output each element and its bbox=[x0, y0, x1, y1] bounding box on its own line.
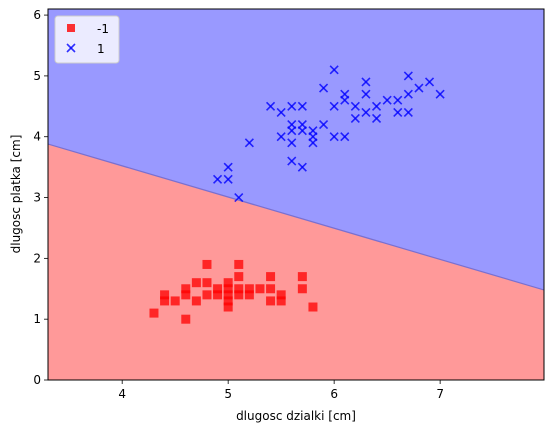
legend-label-pos: 1 bbox=[97, 42, 105, 56]
marker-class-pos bbox=[382, 95, 392, 105]
marker-class-pos bbox=[414, 83, 424, 93]
x-axis-label: dlugosc dzialki [cm] bbox=[236, 409, 356, 423]
marker-class-pos bbox=[297, 119, 307, 130]
marker-class-neg bbox=[181, 314, 191, 324]
marker-class-neg bbox=[266, 284, 276, 294]
marker-class-neg bbox=[160, 296, 170, 306]
marker-class-pos bbox=[435, 89, 445, 99]
marker-class-pos bbox=[265, 101, 276, 111]
marker-class-neg bbox=[223, 302, 233, 312]
marker-class-pos bbox=[287, 156, 297, 166]
marker-class-neg bbox=[223, 278, 233, 288]
marker-class-pos bbox=[403, 71, 413, 81]
marker-class-pos bbox=[361, 107, 371, 117]
y-tick-label: 5 bbox=[33, 69, 41, 83]
marker-class-pos bbox=[350, 113, 360, 124]
y-tick-label: 4 bbox=[33, 130, 41, 144]
marker-class-pos bbox=[361, 89, 371, 99]
marker-class-pos bbox=[297, 101, 307, 111]
legend: -1 1 bbox=[54, 15, 120, 64]
marker-class-neg bbox=[276, 290, 286, 300]
plot-frame bbox=[47, 8, 545, 381]
y-tick-label: 2 bbox=[33, 251, 41, 265]
x-tick-label: 4 bbox=[118, 387, 126, 401]
marker-class-pos bbox=[308, 126, 318, 136]
y-axis-label: dlugosc platka [cm] bbox=[9, 135, 23, 254]
marker-class-neg bbox=[202, 278, 212, 288]
marker-class-pos bbox=[340, 89, 350, 99]
x-tick-label: 7 bbox=[436, 387, 444, 401]
legend-marker-pos bbox=[66, 43, 76, 53]
marker-class-neg bbox=[223, 290, 233, 300]
marker-class-pos bbox=[393, 107, 403, 117]
marker-class-neg bbox=[276, 296, 286, 306]
legend-marker-neg bbox=[67, 24, 75, 32]
x-tick-label: 6 bbox=[330, 387, 338, 401]
marker-class-neg bbox=[234, 272, 244, 282]
marker-class-pos bbox=[403, 89, 413, 99]
marker-class-neg bbox=[191, 278, 201, 288]
marker-class-pos bbox=[340, 132, 350, 142]
marker-class-pos bbox=[371, 101, 382, 111]
marker-class-pos bbox=[393, 95, 403, 105]
marker-class-pos bbox=[234, 192, 244, 203]
marker-class-pos bbox=[223, 174, 233, 184]
marker-class-neg bbox=[234, 284, 244, 294]
marker-class-pos bbox=[276, 132, 286, 142]
marker-class-neg bbox=[244, 284, 254, 294]
marker-class-neg bbox=[234, 290, 244, 300]
decision-boundary bbox=[48, 143, 544, 291]
marker-class-neg bbox=[255, 284, 265, 294]
marker-class-neg bbox=[202, 259, 212, 269]
x-tick-label: 5 bbox=[224, 387, 232, 401]
marker-class-neg bbox=[202, 290, 212, 300]
marker-class-neg bbox=[181, 284, 191, 294]
marker-class-pos bbox=[329, 101, 339, 111]
marker-class-pos bbox=[403, 107, 413, 117]
marker-class-pos bbox=[371, 113, 382, 124]
marker-class-neg bbox=[213, 290, 223, 300]
marker-class-pos bbox=[424, 77, 435, 87]
marker-class-neg bbox=[170, 296, 180, 306]
marker-class-pos bbox=[287, 101, 297, 111]
marker-class-pos bbox=[287, 138, 297, 148]
marker-class-neg bbox=[223, 284, 233, 294]
y-tick-label: 6 bbox=[33, 8, 41, 22]
marker-class-pos bbox=[318, 119, 329, 130]
marker-class-neg bbox=[297, 272, 307, 282]
y-tick-label: 1 bbox=[33, 312, 41, 326]
legend-frame bbox=[54, 15, 120, 64]
marker-class-neg bbox=[160, 290, 170, 300]
marker-class-neg bbox=[266, 272, 276, 282]
marker-class-pos bbox=[213, 174, 223, 184]
marker-class-pos bbox=[318, 83, 329, 93]
marker-class-pos bbox=[276, 107, 286, 117]
y-tick-label: 3 bbox=[33, 191, 41, 205]
marker-class-neg bbox=[181, 290, 191, 300]
marker-class-neg bbox=[149, 308, 159, 318]
marker-class-neg bbox=[266, 296, 276, 306]
marker-class-neg bbox=[244, 290, 254, 300]
marker-class-neg bbox=[297, 284, 307, 294]
marker-class-pos bbox=[361, 77, 371, 87]
marker-class-pos bbox=[350, 101, 360, 111]
marker-class-neg bbox=[213, 284, 223, 294]
region-class-pos bbox=[48, 9, 544, 290]
marker-class-pos bbox=[297, 162, 307, 172]
marker-class-neg bbox=[308, 302, 318, 312]
marker-class-neg bbox=[191, 296, 201, 306]
marker-class-pos bbox=[223, 162, 233, 172]
marker-class-pos bbox=[287, 119, 297, 130]
marker-class-pos bbox=[329, 65, 339, 75]
marker-class-neg bbox=[223, 296, 233, 306]
y-tick-label: 0 bbox=[33, 373, 41, 387]
legend-label-neg: -1 bbox=[97, 22, 109, 36]
marker-class-neg bbox=[234, 259, 244, 269]
marker-class-pos bbox=[244, 138, 254, 148]
region-class-neg bbox=[48, 144, 544, 380]
marker-class-pos bbox=[329, 132, 339, 142]
